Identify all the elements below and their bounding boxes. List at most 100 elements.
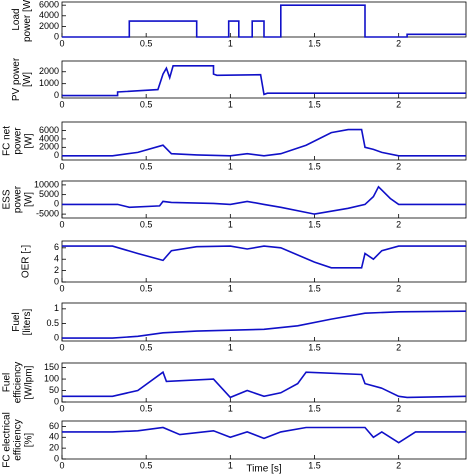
y-tick-label: 150 xyxy=(44,362,59,372)
x-tick-label: 1 xyxy=(228,403,233,413)
x-tick-label: 0 xyxy=(59,342,64,352)
y-tick-label: 2000 xyxy=(39,21,59,31)
x-tick-label: 0 xyxy=(59,283,64,293)
x-axis-label: Time [s] xyxy=(246,464,281,474)
y-axis-label: FC electrical xyxy=(2,412,13,468)
x-tick-label: 0 xyxy=(59,219,64,229)
y-tick-label: 10000 xyxy=(34,179,59,189)
y-tick-label: 100 xyxy=(44,373,59,383)
data-line xyxy=(62,310,467,339)
x-tick-label: 1.5 xyxy=(308,219,321,229)
y-tick-label: 40 xyxy=(49,432,59,442)
x-tick-label: 2 xyxy=(396,342,401,352)
y-axis-label: FC net xyxy=(2,126,13,156)
y-tick-label: 0 xyxy=(54,31,59,41)
y-tick-label: 0.5 xyxy=(46,318,59,328)
x-tick-label: 1.5 xyxy=(308,99,321,109)
y-axis-label: efficiency xyxy=(13,362,24,404)
y-tick-label: -5000 xyxy=(36,208,59,218)
plot-frame xyxy=(61,420,467,460)
y-tick-label: 2 xyxy=(54,265,59,275)
x-tick-label: 1 xyxy=(228,38,233,48)
y-tick-label: 0 xyxy=(54,453,59,463)
y-tick-label: 4000 xyxy=(39,10,59,20)
data-line xyxy=(62,128,466,157)
y-tick-label: 20 xyxy=(49,443,59,453)
x-tick-label: 1 xyxy=(228,161,233,171)
x-tick-label: 2 xyxy=(396,38,401,48)
x-tick-label: 1.5 xyxy=(308,283,321,293)
data-line xyxy=(62,426,466,444)
x-tick-label: 1.5 xyxy=(308,342,321,352)
x-tick-label: 0.5 xyxy=(140,219,153,229)
y-tick-label: 50 xyxy=(49,385,59,395)
plot-frame xyxy=(61,121,467,161)
x-tick-label: 1 xyxy=(228,219,233,229)
y-tick-label: 5000 xyxy=(39,189,59,199)
y-tick-label: 0 xyxy=(54,199,59,209)
y-axis-label: [W] xyxy=(24,192,35,207)
x-tick-label: 2 xyxy=(396,161,401,171)
data-line xyxy=(62,370,467,399)
y-tick-label: 0 xyxy=(54,332,59,342)
y-axis-label: power xyxy=(13,185,24,213)
y-tick-label: 0 xyxy=(54,150,59,160)
y-tick-label: 2000 xyxy=(39,142,59,152)
y-tick-label: 0 xyxy=(54,90,59,100)
y-axis-label: [W] xyxy=(24,133,35,148)
x-tick-label: 0 xyxy=(59,403,64,413)
y-axis-label: power xyxy=(13,127,24,155)
x-tick-label: 0.5 xyxy=(140,460,153,470)
y-axis-label: [liters] xyxy=(22,308,33,335)
plot-frame xyxy=(61,302,467,342)
plot-frame xyxy=(61,180,467,219)
x-tick-label: 0.5 xyxy=(140,342,153,352)
y-tick-label: 60 xyxy=(49,421,59,431)
plot-frame xyxy=(61,240,467,283)
y-axis-label: [W/lpm] xyxy=(24,365,35,399)
data-line xyxy=(62,185,466,215)
data-line xyxy=(62,65,466,97)
y-axis-label: OER [-] xyxy=(21,245,32,279)
y-axis-label: ESS xyxy=(2,189,13,209)
x-tick-label: 0.5 xyxy=(140,283,153,293)
plot-frame xyxy=(61,60,467,99)
x-tick-label: 1 xyxy=(228,342,233,352)
x-tick-label: 0 xyxy=(59,460,64,470)
x-tick-label: 1 xyxy=(228,283,233,293)
y-axis-label: PV power xyxy=(11,57,22,101)
y-axis-label: [%] xyxy=(24,433,35,448)
y-axis-label: Load xyxy=(11,8,22,30)
data-line xyxy=(62,4,466,38)
x-tick-label: 0 xyxy=(59,38,64,48)
y-tick-label: 1 xyxy=(54,303,59,313)
y-tick-label: 4000 xyxy=(39,133,59,143)
y-axis-label: efficiency xyxy=(13,419,24,461)
y-tick-label: 6 xyxy=(54,242,59,252)
x-tick-label: 0.5 xyxy=(140,161,153,171)
x-tick-label: 2 xyxy=(396,283,401,293)
y-tick-label: 4 xyxy=(54,254,59,264)
y-tick-label: 2000 xyxy=(39,66,59,76)
data-line xyxy=(62,245,466,269)
x-tick-label: 2 xyxy=(396,460,401,470)
x-tick-label: 1.5 xyxy=(308,38,321,48)
x-tick-label: 1 xyxy=(228,99,233,109)
x-tick-label: 1 xyxy=(228,460,233,470)
y-axis-label: [W] xyxy=(22,72,33,87)
y-tick-label: 0 xyxy=(54,396,59,406)
x-tick-label: 1.5 xyxy=(308,460,321,470)
y-tick-label: 6000 xyxy=(39,0,59,10)
x-tick-label: 0 xyxy=(59,161,64,171)
y-axis-label: Fuel xyxy=(11,312,22,331)
y-tick-label: 6000 xyxy=(39,125,59,135)
plot-frame xyxy=(61,362,467,403)
y-tick-label: 1000 xyxy=(39,78,59,88)
x-tick-label: 0.5 xyxy=(140,403,153,413)
y-tick-label: 0 xyxy=(54,276,59,286)
x-tick-label: 2 xyxy=(396,219,401,229)
x-tick-label: 0 xyxy=(59,99,64,109)
y-axis-label: power [W] xyxy=(22,0,33,42)
x-tick-label: 2 xyxy=(396,99,401,109)
